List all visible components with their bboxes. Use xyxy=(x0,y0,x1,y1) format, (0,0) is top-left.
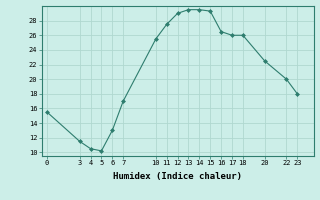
X-axis label: Humidex (Indice chaleur): Humidex (Indice chaleur) xyxy=(113,172,242,181)
